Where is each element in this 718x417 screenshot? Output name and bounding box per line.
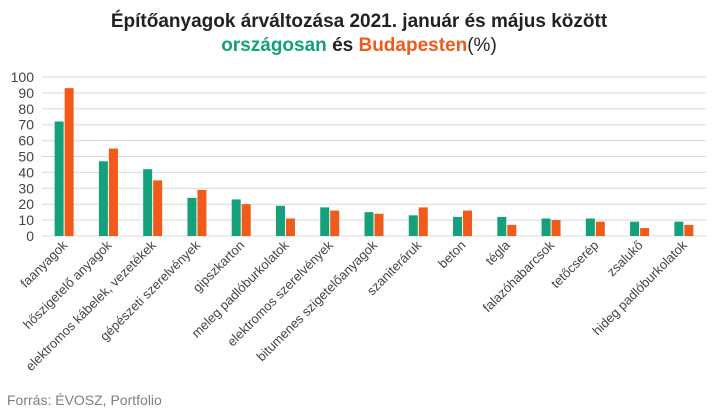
bar-series2 bbox=[108, 148, 118, 236]
bar-series2 bbox=[64, 88, 74, 236]
subtitle-series2-label: Budapesten bbox=[358, 35, 468, 56]
bar-series2 bbox=[418, 207, 428, 236]
chart-subtitle: országosan és Budapesten(%) bbox=[0, 34, 718, 58]
bar-series1 bbox=[541, 218, 551, 236]
bar-series1 bbox=[453, 216, 463, 236]
y-tick-label: 50 bbox=[18, 149, 34, 165]
bar-series2 bbox=[330, 210, 340, 236]
bar-series1 bbox=[674, 221, 684, 236]
bar-series2 bbox=[374, 213, 384, 236]
bar-series1 bbox=[497, 216, 507, 236]
bar-series1 bbox=[98, 161, 108, 236]
chart-title: Építőanyagok árváltozása 2021. január és… bbox=[110, 11, 608, 32]
bar-series1 bbox=[320, 207, 330, 236]
bar-series2 bbox=[595, 221, 605, 236]
bar-series2 bbox=[241, 204, 251, 236]
bar-series1 bbox=[187, 197, 197, 236]
bar-series1 bbox=[54, 121, 64, 236]
bar-series1 bbox=[231, 199, 241, 236]
bar-series2 bbox=[507, 224, 517, 236]
subtitle-unit: (%) bbox=[467, 35, 497, 56]
y-tick-label: 80 bbox=[18, 101, 34, 117]
y-tick-label: 40 bbox=[18, 164, 34, 180]
source-note: Forrás: ÉVOSZ, Portfolio bbox=[7, 392, 162, 408]
y-tick-label: 20 bbox=[18, 196, 34, 212]
bar-series1 bbox=[275, 205, 285, 236]
y-tick-label: 100 bbox=[11, 69, 35, 85]
y-tick-label: 10 bbox=[18, 212, 34, 228]
x-tick-label: beton bbox=[435, 238, 469, 272]
y-tick-label: 0 bbox=[26, 228, 34, 244]
subtitle-series1-label: országosan bbox=[221, 35, 327, 56]
subtitle-conjunction: és bbox=[332, 35, 354, 56]
bar-series2 bbox=[463, 210, 473, 236]
y-tick-label: 90 bbox=[18, 85, 34, 101]
y-tick-label: 60 bbox=[18, 133, 34, 149]
bar-series1 bbox=[630, 221, 640, 236]
bar-series1 bbox=[143, 169, 153, 236]
bar-series2 bbox=[197, 189, 207, 236]
bar-series2 bbox=[640, 228, 650, 236]
chart-title-block: Építőanyagok árváltozása 2021. január és… bbox=[0, 10, 718, 58]
bar-series2 bbox=[285, 218, 295, 236]
bar-series1 bbox=[585, 218, 595, 236]
bar-series2 bbox=[684, 224, 694, 236]
bar-series1 bbox=[364, 212, 374, 236]
x-tick-label: tetőcserép bbox=[548, 238, 602, 292]
bar-series2 bbox=[153, 180, 163, 236]
bar-series2 bbox=[551, 220, 561, 236]
bar-series1 bbox=[408, 215, 418, 236]
y-tick-label: 70 bbox=[18, 117, 34, 133]
y-tick-label: 30 bbox=[18, 180, 34, 196]
x-tick-label: zsalukő bbox=[604, 238, 646, 280]
x-tick-label: tégla bbox=[482, 237, 513, 268]
